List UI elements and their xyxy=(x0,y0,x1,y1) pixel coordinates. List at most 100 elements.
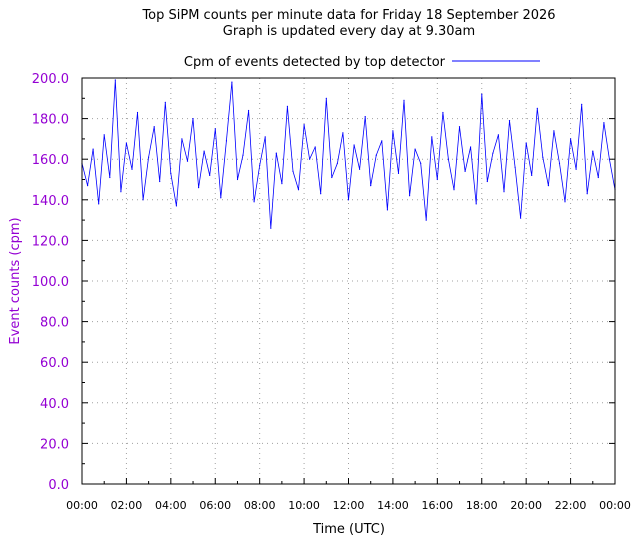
data-point xyxy=(153,126,155,128)
data-point xyxy=(309,158,311,160)
chart-subtitle: Graph is updated every day at 9.30am xyxy=(223,24,475,39)
data-point xyxy=(508,120,511,122)
data-point xyxy=(120,191,122,193)
data-point xyxy=(558,162,561,164)
data-point xyxy=(92,148,94,150)
x-tick-label: 02:00 xyxy=(111,499,143,512)
y-tick-label: 80.0 xyxy=(40,316,69,331)
legend-label: Cpm of events detected by top detector xyxy=(184,55,446,70)
data-point xyxy=(148,156,150,158)
data-point xyxy=(297,189,300,191)
data-point xyxy=(270,227,272,229)
data-point xyxy=(209,174,211,176)
data-point xyxy=(303,124,305,126)
x-tick-label: 00:00 xyxy=(66,499,98,512)
y-tick-label: 200.0 xyxy=(32,72,69,87)
data-point xyxy=(314,146,316,148)
data-point xyxy=(125,142,127,144)
data-point xyxy=(453,189,455,191)
x-tick-label: 10:00 xyxy=(288,499,320,512)
data-point xyxy=(192,118,194,120)
data-point xyxy=(531,174,533,176)
data-point xyxy=(403,99,405,101)
data-point xyxy=(236,178,239,181)
data-point xyxy=(331,176,333,179)
y-tick-label: 40.0 xyxy=(40,397,69,412)
data-point xyxy=(536,107,538,109)
data-point xyxy=(347,199,350,201)
data-point xyxy=(103,134,105,136)
data-point xyxy=(114,79,116,81)
data-point xyxy=(470,146,472,148)
data-point xyxy=(564,201,566,203)
data-point xyxy=(214,128,216,130)
data-point xyxy=(220,197,222,199)
data-point xyxy=(98,203,100,205)
data-point xyxy=(525,142,527,144)
data-point xyxy=(475,203,477,205)
y-tick-label: 100.0 xyxy=(32,275,69,290)
data-point xyxy=(320,193,322,195)
y-tick-label: 120.0 xyxy=(32,234,69,249)
data-point xyxy=(164,101,166,103)
data-point xyxy=(109,176,111,179)
data-point xyxy=(175,205,177,207)
data-point xyxy=(186,160,189,162)
y-tick-label: 140.0 xyxy=(32,194,69,209)
x-tick-label: 08:00 xyxy=(244,499,276,512)
data-point xyxy=(342,132,344,134)
legend: Cpm of events detected by top detector xyxy=(184,55,540,70)
data-point xyxy=(325,97,327,99)
data-point xyxy=(592,150,594,152)
data-point xyxy=(381,140,383,142)
data-point xyxy=(87,185,89,187)
data-point xyxy=(486,180,488,183)
y-axis-label: Event counts (cpm) xyxy=(8,217,23,344)
data-point xyxy=(597,176,599,179)
data-point xyxy=(386,209,388,211)
data-point xyxy=(198,187,200,189)
series-line xyxy=(81,79,616,229)
data-point xyxy=(225,140,227,142)
data-point xyxy=(520,217,522,219)
data-point xyxy=(608,158,611,160)
data-point xyxy=(492,152,494,154)
data-point xyxy=(131,168,133,170)
data-point xyxy=(442,111,444,114)
data-point xyxy=(397,172,400,174)
y-tick-label: 0.0 xyxy=(48,478,69,493)
data-point xyxy=(136,111,139,114)
data-point xyxy=(603,122,605,124)
y-tick-label: 180.0 xyxy=(32,113,69,128)
y-tick-label: 60.0 xyxy=(40,356,69,371)
data-point xyxy=(253,201,255,203)
data-point xyxy=(425,219,427,221)
data-point xyxy=(497,134,499,136)
data-point xyxy=(353,144,355,146)
x-tick-label: 04:00 xyxy=(155,499,187,512)
x-tick-label: 18:00 xyxy=(466,499,498,512)
data-point xyxy=(181,138,183,140)
x-axis-ticks: 00:00 02:00 04:00 06:00 08:00 10:00 12:00 14:00… xyxy=(66,478,631,512)
data-point xyxy=(436,178,438,181)
x-tick-label: 14:00 xyxy=(377,499,409,512)
data-point xyxy=(359,168,361,170)
data-point xyxy=(458,126,461,128)
data-point xyxy=(231,81,233,83)
data-point xyxy=(481,93,483,95)
data-point xyxy=(447,158,449,160)
data-point xyxy=(414,148,416,150)
y-tick-label: 20.0 xyxy=(40,437,69,452)
x-tick-label: 22:00 xyxy=(555,499,587,512)
data-point xyxy=(581,103,583,105)
data-point xyxy=(575,168,577,170)
data-point xyxy=(553,130,555,132)
data-point xyxy=(286,105,288,107)
data-point xyxy=(570,138,572,140)
data-point xyxy=(547,185,550,187)
data-point xyxy=(370,185,372,187)
data-point xyxy=(259,164,261,166)
data-point xyxy=(364,116,366,118)
data-point xyxy=(514,166,516,168)
